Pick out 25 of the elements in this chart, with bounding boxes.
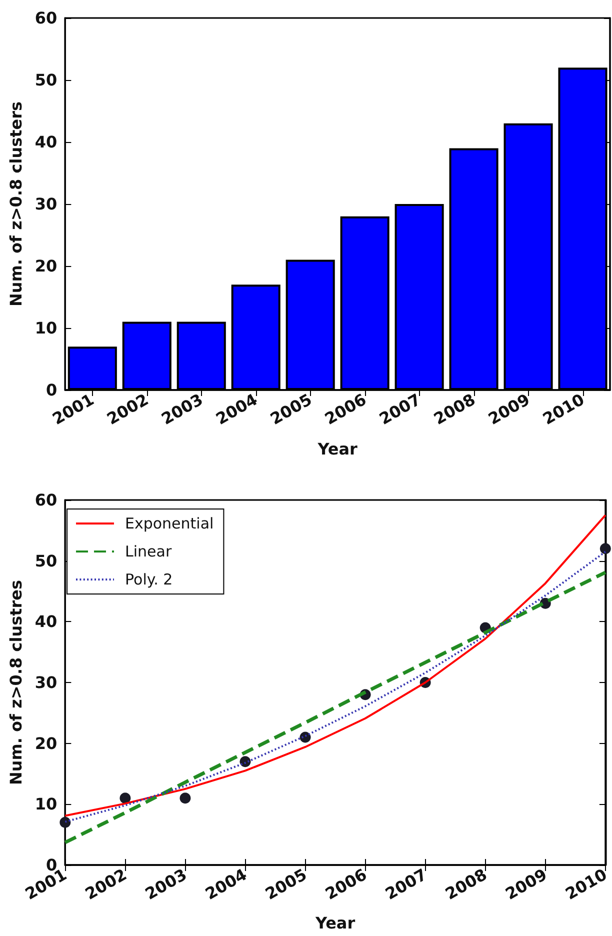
- y-tick-label: 40: [34, 132, 58, 152]
- y-tick-label: 30: [34, 673, 58, 692]
- y-tick-label: 20: [34, 256, 58, 276]
- legend-label: Exponential: [125, 514, 214, 532]
- y-tick-label: 50: [34, 551, 58, 570]
- y-axis-title: Num. of z>0.8 clustres: [6, 580, 26, 786]
- x-axis-title: Year: [314, 914, 356, 932]
- y-tick-label: 60: [34, 490, 58, 510]
- legend-label: Linear: [125, 542, 172, 560]
- y-tick-label: 40: [34, 612, 58, 632]
- y-tick-label: 10: [34, 318, 58, 338]
- y-tick-label: 10: [34, 794, 58, 814]
- y-tick-label: 0: [46, 380, 58, 400]
- point: [120, 792, 131, 804]
- y-tick-label: 50: [34, 70, 58, 90]
- point: [600, 543, 611, 554]
- y-tick-label: 60: [34, 8, 58, 28]
- y-tick-label: 30: [34, 194, 58, 214]
- point: [180, 792, 191, 804]
- point: [300, 732, 311, 743]
- y-tick-label: 20: [34, 734, 58, 753]
- y-axis-title: Num. of z>0.8 clusters: [6, 101, 26, 307]
- point: [60, 816, 71, 828]
- x-axis-title: Year: [316, 440, 358, 458]
- legend-label: Poly. 2: [125, 570, 173, 588]
